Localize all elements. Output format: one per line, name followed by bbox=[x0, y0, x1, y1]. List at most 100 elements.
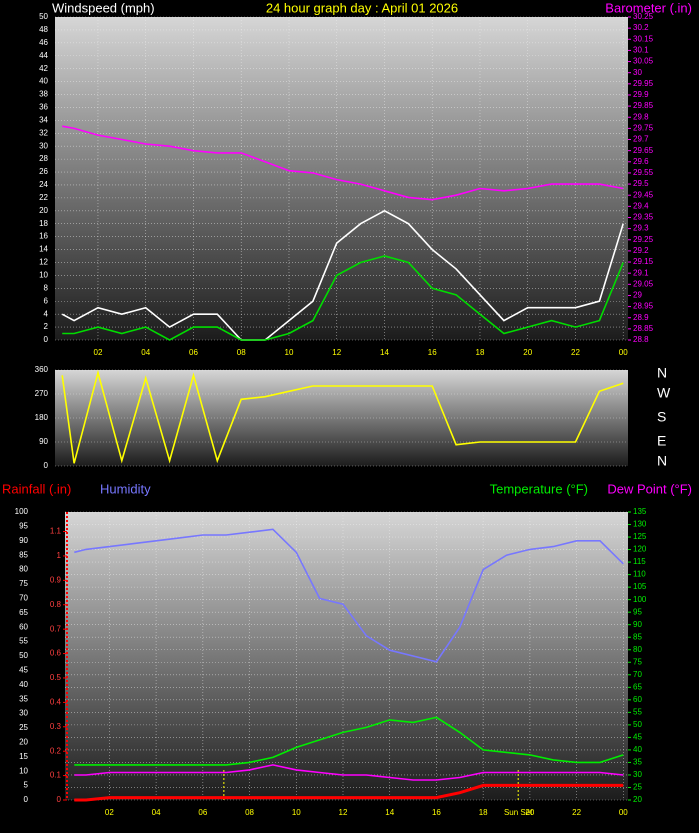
y2-tick-label: 75 bbox=[633, 657, 642, 666]
y2-tick-label: 30 bbox=[633, 68, 642, 77]
x-tick-label: 02 bbox=[105, 808, 114, 817]
y-tick-label: 10 bbox=[39, 271, 48, 280]
x-tick-label: 02 bbox=[94, 348, 103, 357]
series-line bbox=[74, 783, 624, 802]
x-tick-label: 04 bbox=[152, 808, 161, 817]
y2-tick-label: 135 bbox=[633, 507, 647, 516]
x-tick-label: 20 bbox=[523, 348, 532, 357]
y2-tick-label: 95 bbox=[633, 607, 642, 616]
y2-tick-label: 35 bbox=[633, 758, 642, 767]
y-tick-label: 65 bbox=[19, 608, 28, 617]
y-tick-label: 26 bbox=[39, 167, 48, 176]
y-tick-label: 15 bbox=[19, 752, 28, 761]
x-tick-label: 14 bbox=[380, 348, 389, 357]
y2-tick-label: 30.15 bbox=[633, 34, 654, 43]
y3-tick-label: 0.2 bbox=[50, 746, 62, 755]
y-tick-label: 42 bbox=[39, 64, 48, 73]
y2-tick-label: 29.45 bbox=[633, 190, 654, 199]
y-tick-label: 10 bbox=[19, 766, 28, 775]
legend-entry: Humidity bbox=[100, 481, 151, 496]
y2-tick-label: 29.65 bbox=[633, 146, 654, 155]
y2-tick-label: 29.55 bbox=[633, 168, 654, 177]
y2-tick-label: 29.1 bbox=[633, 268, 649, 277]
y2-tick-label: 125 bbox=[633, 532, 647, 541]
y2-tick-label: 29.15 bbox=[633, 257, 654, 266]
y-tick-label: 35 bbox=[19, 694, 28, 703]
y-tick-label: 30 bbox=[19, 709, 28, 718]
y-tick-label: 4 bbox=[44, 309, 49, 318]
y2-tick-label: 29.05 bbox=[633, 279, 654, 288]
y-tick-label: 60 bbox=[19, 622, 28, 631]
x-tick-label: 10 bbox=[285, 348, 294, 357]
compass-label: N bbox=[657, 365, 667, 381]
y-tick-label: 14 bbox=[39, 245, 48, 254]
y-tick-label: 360 bbox=[35, 365, 49, 374]
y-tick-label: 12 bbox=[39, 258, 48, 267]
y2-tick-label: 30 bbox=[633, 770, 642, 779]
y3-tick-label: 1 bbox=[57, 551, 62, 560]
y2-tick-label: 29.5 bbox=[633, 179, 649, 188]
x-tick-label: 20 bbox=[525, 808, 534, 817]
series-line bbox=[74, 764, 624, 781]
x-tick-label: 18 bbox=[479, 808, 488, 817]
y-tick-label: 24 bbox=[39, 180, 48, 189]
y2-tick-label: 70 bbox=[633, 670, 642, 679]
y3-tick-label: 0.8 bbox=[50, 600, 62, 609]
y2-tick-label: 29.2 bbox=[633, 246, 649, 255]
y3-tick-label: 0.5 bbox=[50, 673, 62, 682]
compass-label: S bbox=[657, 409, 666, 425]
y2-tick-label: 130 bbox=[633, 520, 647, 529]
y-tick-label: 90 bbox=[39, 437, 48, 446]
plot-area bbox=[65, 512, 628, 800]
x-tick-label: 14 bbox=[385, 808, 394, 817]
y3-tick-label: 0.4 bbox=[50, 697, 62, 706]
y-tick-label: 40 bbox=[39, 77, 48, 86]
y2-tick-label: 50 bbox=[633, 720, 642, 729]
y2-tick-label: 55 bbox=[633, 707, 642, 716]
y-tick-label: 5 bbox=[24, 781, 29, 790]
y2-tick-label: 90 bbox=[633, 620, 642, 629]
x-tick-label: 00 bbox=[619, 348, 628, 357]
y3-tick-label: 1.1 bbox=[50, 527, 62, 536]
x-tick-label: 18 bbox=[476, 348, 485, 357]
compass-label: N bbox=[657, 453, 667, 469]
marker-label: Sun Set bbox=[504, 808, 533, 817]
y2-tick-label: 40 bbox=[633, 745, 642, 754]
y3-tick-label: 0 bbox=[57, 795, 62, 804]
y-tick-label: 180 bbox=[35, 413, 49, 422]
y3-tick-label: 0.7 bbox=[50, 624, 62, 633]
y2-axis-title: Barometer (.in) bbox=[605, 0, 692, 15]
y-tick-label: 75 bbox=[19, 579, 28, 588]
x-tick-label: 06 bbox=[189, 348, 198, 357]
y-tick-label: 25 bbox=[19, 723, 28, 732]
x-tick-label: 06 bbox=[198, 808, 207, 817]
y-tick-label: 20 bbox=[39, 206, 48, 215]
x-tick-label: 22 bbox=[572, 808, 581, 817]
y2-tick-label: 28.95 bbox=[633, 302, 654, 311]
y-tick-label: 20 bbox=[19, 738, 28, 747]
y-tick-label: 22 bbox=[39, 193, 48, 202]
series-line bbox=[62, 255, 624, 341]
legend-entry: Rainfall (.in) bbox=[2, 481, 71, 496]
y-tick-label: 44 bbox=[39, 51, 48, 60]
y2-tick-label: 105 bbox=[633, 582, 647, 591]
y2-tick-label: 28.8 bbox=[633, 335, 649, 344]
chart-title: 24 hour graph day : April 01 2026 bbox=[266, 0, 458, 15]
y2-tick-label: 60 bbox=[633, 695, 642, 704]
y-tick-label: 46 bbox=[39, 38, 48, 47]
y2-tick-label: 85 bbox=[633, 632, 642, 641]
y-tick-label: 70 bbox=[19, 594, 28, 603]
series-line bbox=[61, 209, 624, 341]
y2-tick-label: 65 bbox=[633, 682, 642, 691]
y-tick-label: 48 bbox=[39, 25, 48, 34]
y2-tick-label: 29.4 bbox=[633, 201, 649, 210]
y-tick-label: 30 bbox=[39, 141, 48, 150]
y-tick-label: 28 bbox=[39, 154, 48, 163]
y-tick-label: 18 bbox=[39, 219, 48, 228]
x-tick-label: 16 bbox=[432, 808, 441, 817]
legend-entry: Dew Point (°F) bbox=[607, 481, 692, 496]
series-line bbox=[74, 528, 624, 663]
y2-tick-label: 45 bbox=[633, 733, 642, 742]
x-tick-label: 12 bbox=[332, 348, 341, 357]
